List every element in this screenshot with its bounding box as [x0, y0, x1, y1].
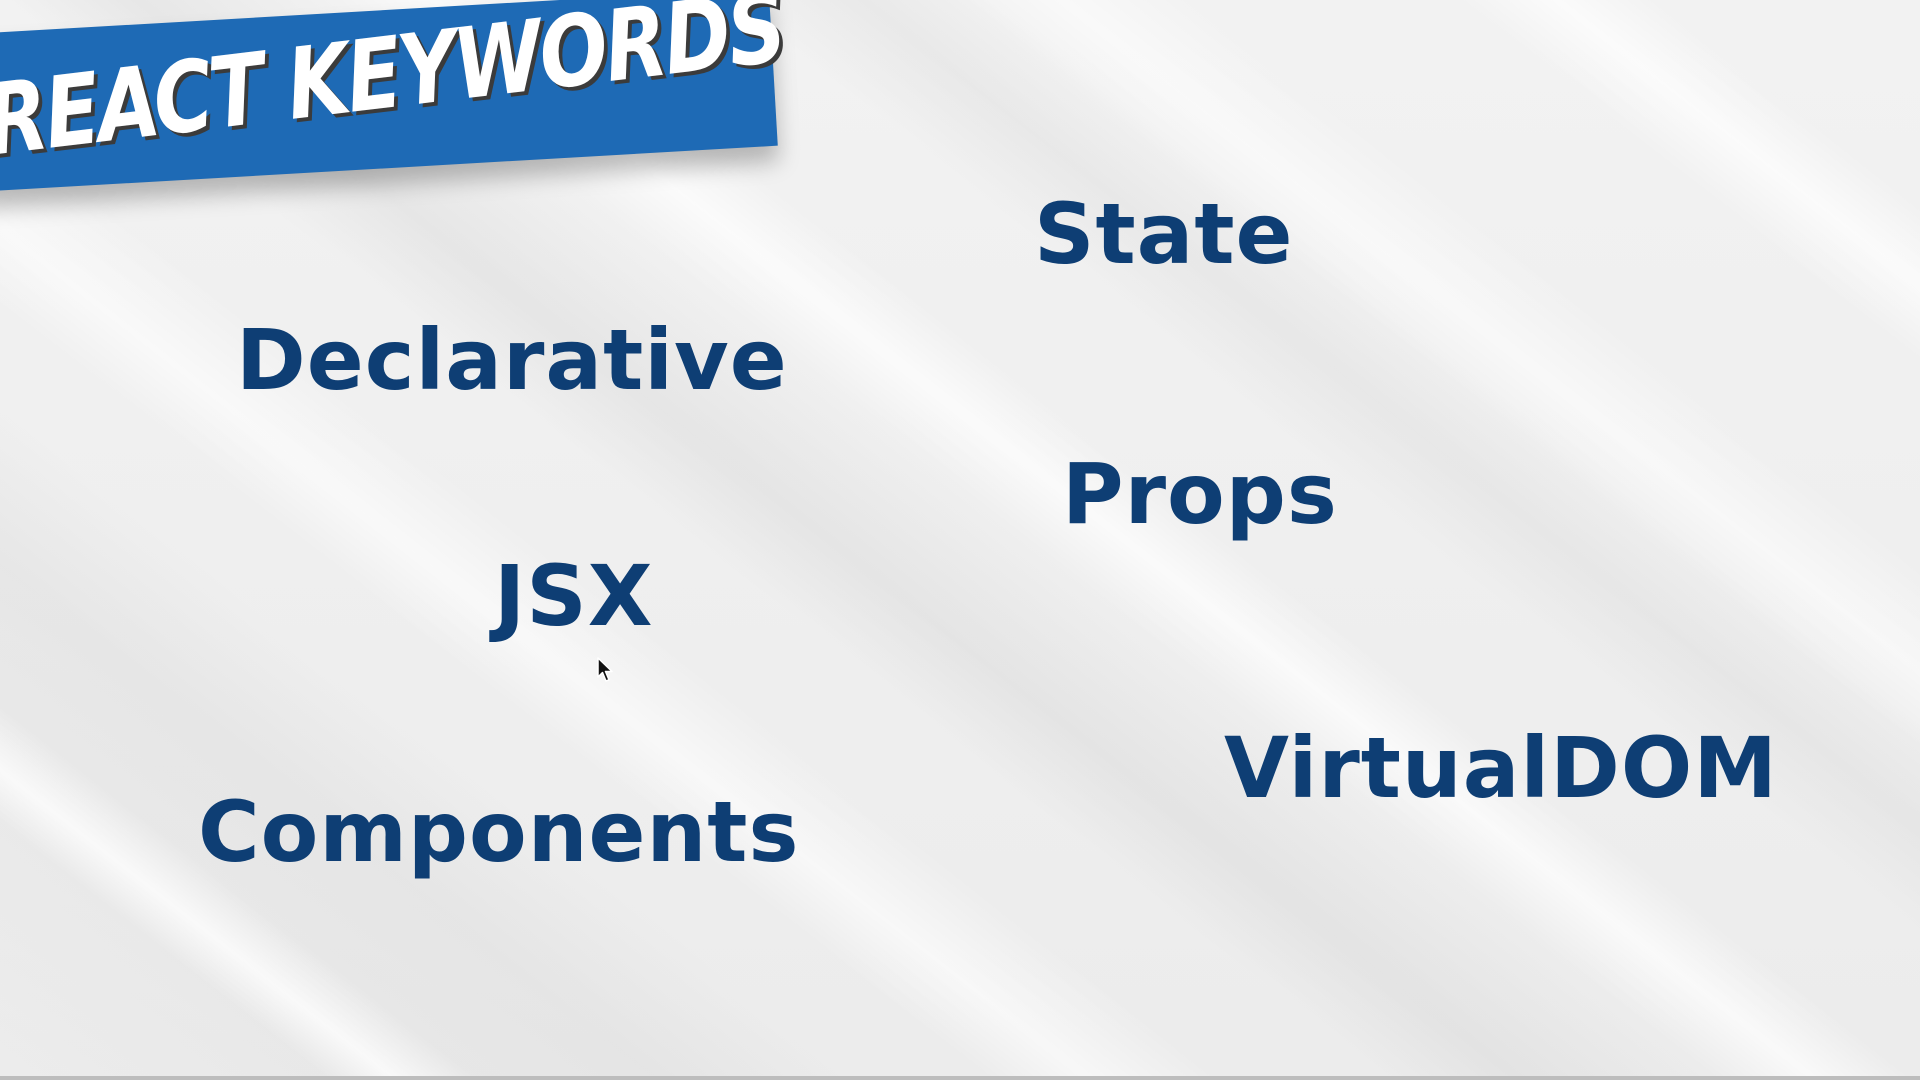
slide-title: REACT KEYWORDS [0, 0, 790, 179]
title-banner: REACT KEYWORDS [0, 0, 790, 192]
keyword-virtualdom: VirtualDOM [1224, 719, 1778, 817]
keyword-props: Props [1062, 445, 1338, 543]
keyword-state: State [1034, 185, 1294, 283]
keyword-declarative: Declarative [236, 311, 788, 409]
mouse-pointer-icon [597, 657, 613, 682]
keyword-jsx: JSX [494, 547, 654, 645]
bottom-edge [0, 1076, 1920, 1080]
keyword-components: Components [198, 783, 800, 881]
